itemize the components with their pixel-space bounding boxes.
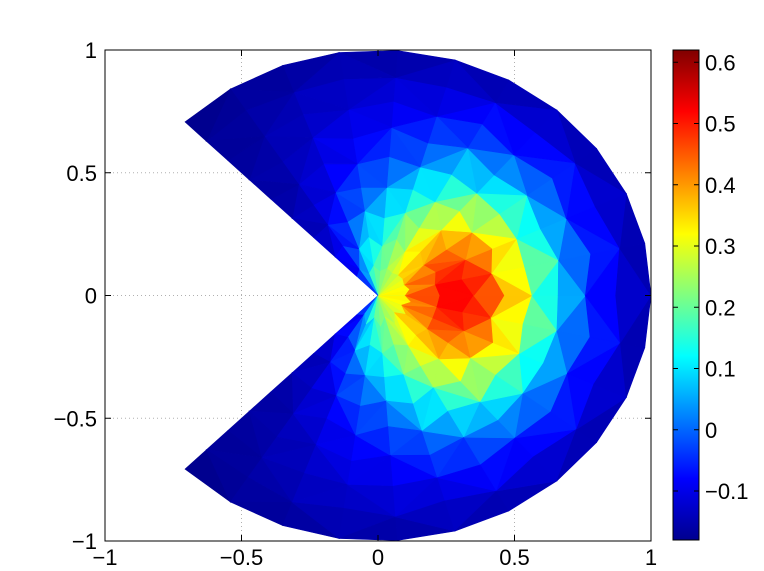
- colorbar-frame: [672, 49, 700, 541]
- colorbar-tick-label: 0.2: [705, 295, 736, 320]
- y-tick-label: −1: [72, 529, 97, 554]
- x-tick-label: −1: [92, 545, 117, 570]
- x-tick-label: 0: [372, 545, 384, 570]
- y-tick-label: 1: [85, 38, 97, 63]
- colorbar-tick-label: 0.3: [705, 234, 736, 259]
- colorbar-tick-label: 0.5: [705, 112, 736, 137]
- colorbar-tick-label: 0.4: [705, 173, 736, 198]
- colorbar-gradient: [673, 50, 699, 540]
- y-tick-label: 0: [85, 284, 97, 309]
- x-tick-label: 1: [645, 545, 657, 570]
- plot-axes: −1 −0.5 0 0.5 1 −1 −0.5 0 0.5 1: [54, 38, 658, 570]
- y-tick-label: 0.5: [66, 161, 97, 186]
- colorbar-tick-label: −0.1: [705, 479, 748, 504]
- x-tick-label: 0.5: [499, 545, 530, 570]
- mesh-surface: [184, 50, 652, 541]
- mesh-triangle: [248, 179, 300, 200]
- colorbar-tick-label: 0.6: [705, 50, 736, 75]
- mesh-triangle: [334, 256, 360, 277]
- colorbar-tick-label: 0: [705, 418, 717, 443]
- y-tick-label: −0.5: [54, 406, 97, 431]
- mesh-triangle: [291, 217, 329, 239]
- mesh-triangle: [184, 88, 232, 142]
- x-axis: −1 −0.5 0 0.5 1: [92, 50, 657, 570]
- x-tick-label: −0.5: [220, 545, 263, 570]
- mesh-triangle: [205, 136, 265, 161]
- colorbar: −0.1 0 0.1 0.2 0.3 0.4 0.5 0.6: [672, 49, 748, 541]
- colorbar-tick-label: 0.1: [705, 357, 736, 382]
- y-axis: −1 −0.5 0 0.5 1: [54, 38, 651, 554]
- colorbar-ticks: −0.1 0 0.1 0.2 0.3 0.4 0.5 0.6: [673, 50, 748, 504]
